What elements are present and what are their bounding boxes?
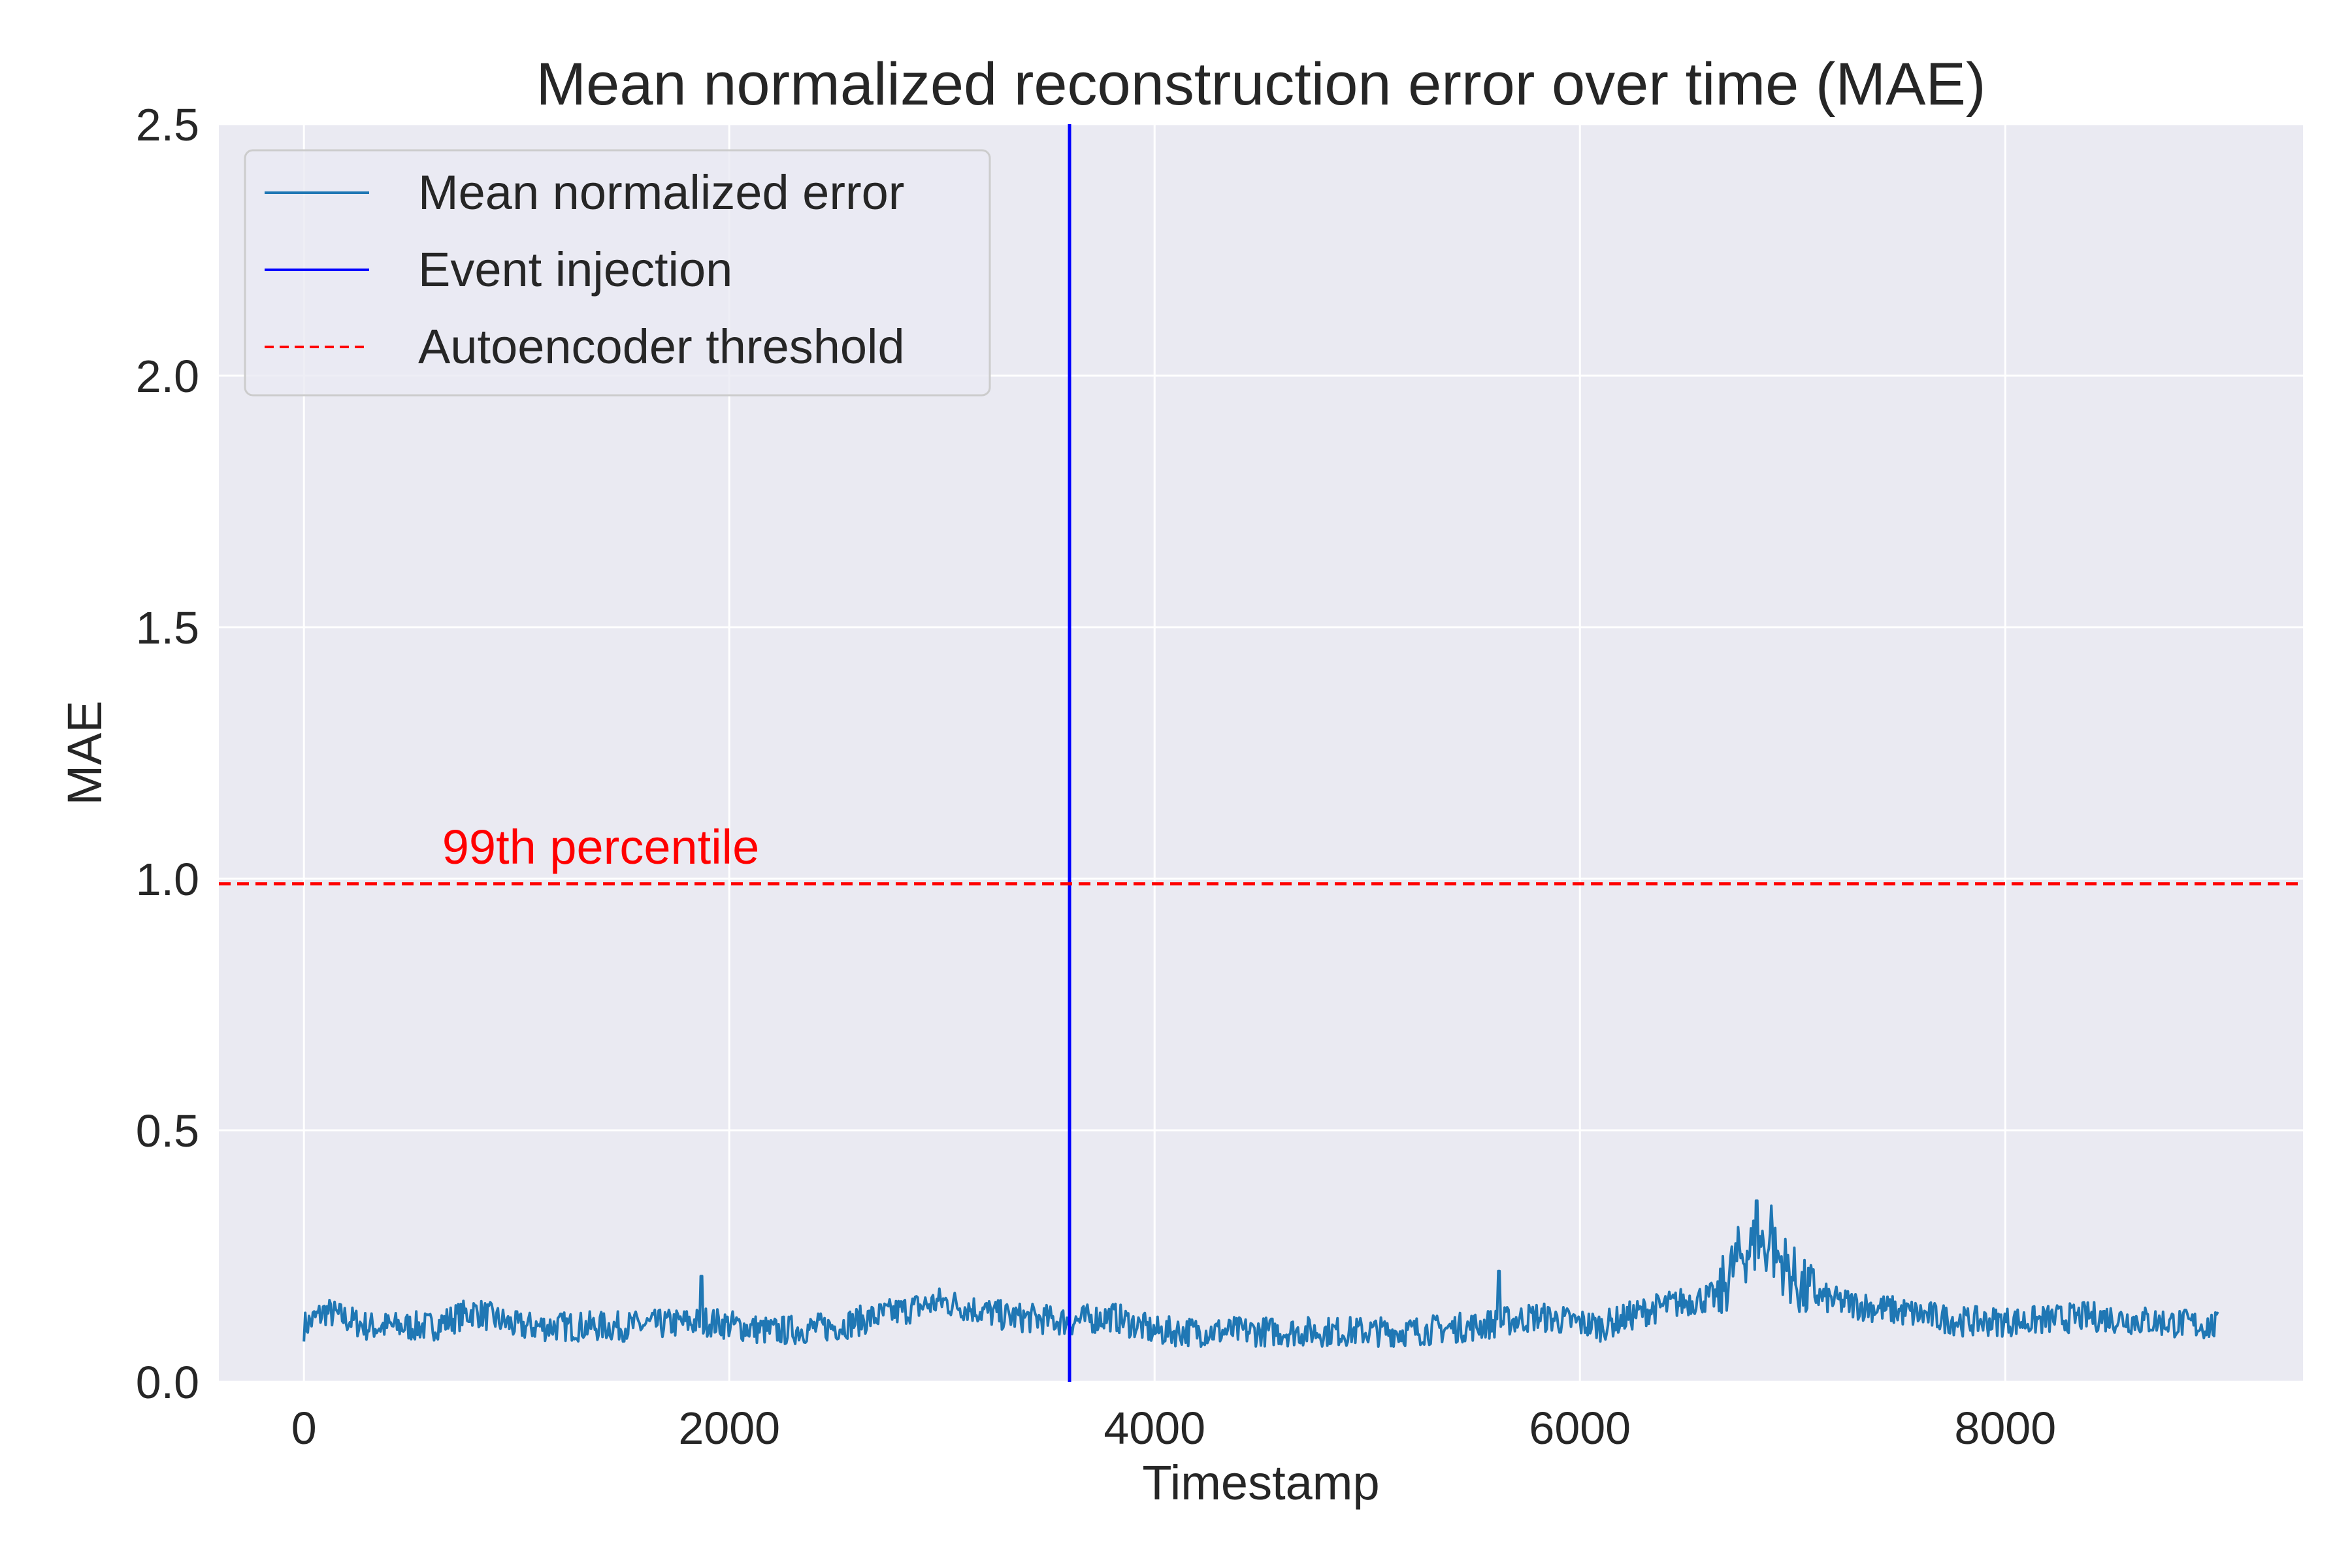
y-tick-label: 2.0 xyxy=(136,351,199,402)
y-tick-label: 0.0 xyxy=(136,1357,199,1408)
threshold-annotation: 99th percentile xyxy=(442,820,759,874)
legend-label: Mean normalized error xyxy=(418,165,904,220)
x-tick-label: 6000 xyxy=(1529,1403,1631,1454)
grid xyxy=(219,123,2303,1383)
x-tick-label: 4000 xyxy=(1103,1403,1205,1454)
x-tick-label: 8000 xyxy=(1954,1403,2056,1454)
legend: Mean normalized error Event injection Auto… xyxy=(244,149,991,397)
legend-label: Autoencoder threshold xyxy=(418,319,905,374)
series-layer xyxy=(302,1199,2219,1348)
reference-lines xyxy=(219,124,2303,1382)
legend-box xyxy=(244,149,991,397)
chart-title: Mean normalized reconstruction error ove… xyxy=(536,51,1986,118)
series-line-mean-normalized-error xyxy=(302,1199,2219,1348)
x-tick-label: 2000 xyxy=(678,1403,780,1454)
y-tick-label: 0.5 xyxy=(136,1105,199,1156)
x-axis-label: Timestamp xyxy=(1142,1456,1379,1510)
annotations: 99th percentile xyxy=(442,820,759,874)
y-axis-label: MAE xyxy=(57,700,112,805)
y-tick-label: 2.5 xyxy=(136,99,199,150)
legend-label: Event injection xyxy=(418,242,732,297)
y-tick-label: 1.5 xyxy=(136,602,199,653)
x-tick-label: 0 xyxy=(291,1403,317,1454)
y-tick-label: 1.0 xyxy=(136,854,199,905)
tick-labels: 0 2000 4000 6000 8000 0.0 0.5 1.0 1.5 2.0 2.5 xyxy=(136,99,2056,1454)
